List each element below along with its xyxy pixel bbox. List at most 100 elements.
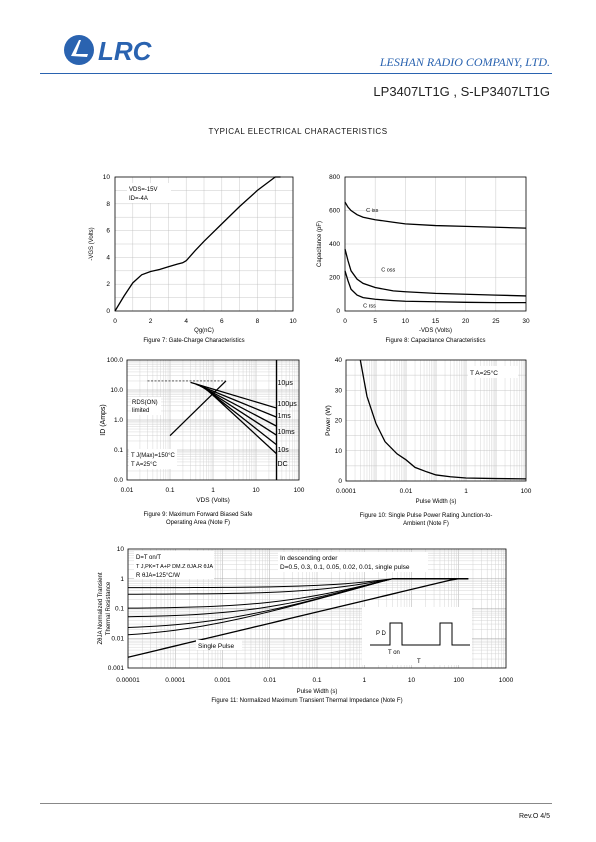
fig8-x-tick-label: 5 (373, 318, 377, 325)
lrc-logo: LRC (64, 35, 153, 66)
fig10-x-axis-label: Pulse Width (s) (416, 499, 457, 505)
fig7-x-tick-label: 0 (113, 318, 117, 325)
fig9-y-axis-label: ID (Amps) (100, 404, 107, 436)
fig9-plot-frame (126, 359, 300, 481)
fig7-y-tick-label: 0 (106, 308, 110, 315)
fig7-x-axis-label: Qg(nC) (194, 328, 214, 334)
fig11-single-pulse-line (127, 578, 469, 658)
fig9-annotation: T J(Max)=150°C (131, 453, 175, 459)
fig10-caption: Figure 10: Single Pulse Power Rating Jun… (360, 513, 493, 519)
fig7-y-tick-label: 4 (106, 254, 110, 261)
fig7-y-tick-label: 8 (106, 201, 110, 208)
fig9-y-tick-label: 0.1 (114, 447, 123, 454)
fig11-x-tick-label: 1000 (499, 677, 514, 684)
fig9-x-tick-label: 0.1 (165, 487, 174, 494)
fig9-caption: Figure 9: Maximum Forward Biased Safe (143, 512, 253, 518)
company-name: LESHAN RADIO COMPANY, LTD. (379, 55, 550, 69)
fig11-annotation: R θJA=125°C/W (136, 573, 180, 579)
fig11-plot-frame (127, 548, 507, 669)
fig11-x-tick-label: 1 (362, 677, 366, 684)
fig11-annotation: Single Pulse (198, 643, 235, 650)
section-title: TYPICAL ELECTRICAL CHARACTERISTICS (208, 127, 388, 136)
fig11-inset-pulse (370, 622, 470, 646)
fig11-y-tick-label: 1 (120, 576, 124, 583)
fig11-x-tick-label: 0.01 (263, 677, 276, 684)
fig11-inset-bg (362, 607, 472, 665)
fig11-x-tick-label: 0.1 (312, 677, 321, 684)
fig8-y-tick-label: 200 (329, 275, 340, 282)
fig7-annotation-bg (127, 183, 171, 203)
fig7-caption: Figure 7: Gate-Charge Characteristics (143, 338, 244, 344)
fig8-plot-frame (344, 176, 527, 312)
fig9-soa-line-1 (195, 383, 277, 418)
fig11-annotation-bg (278, 552, 428, 572)
fig9-y-tick-label: 1.0 (114, 417, 123, 424)
fig10-y-axis-label: Power (W) (325, 405, 332, 436)
fig10-caption: Ambient (Note F) (403, 521, 449, 527)
fig8-y-axis-label: Capacitance (pF) (317, 221, 323, 267)
fig9-soa-line-4 (205, 389, 277, 446)
fig11-duty-line-5 (127, 578, 469, 636)
fig10-x-tick-label: 1 (464, 488, 468, 495)
fig9-annotation: T A=25°C (131, 462, 157, 468)
fig10-line (359, 359, 527, 480)
fig9-line-label: 100μs (278, 401, 298, 408)
fig8-y-tick-label: 600 (329, 208, 340, 215)
fig9-x-axis-label: VDS (Volts) (196, 497, 230, 504)
fig7-annotation: VDS=-15V (129, 187, 158, 193)
fig7-y-tick-label: 6 (106, 228, 110, 235)
fig7-y-tick-label: 10 (103, 174, 111, 181)
fig9-y-tick-label: 100.0 (107, 357, 124, 364)
fig8-x-tick-label: 20 (462, 318, 470, 325)
fig9-x-tick-label: 10 (252, 487, 260, 494)
part-number: LP3407LT1G , S-LP3407LT1G (373, 84, 550, 99)
fig10-y-tick-label: 10 (335, 448, 343, 455)
fig8-x-tick-label: 15 (432, 318, 440, 325)
fig11-x-tick-label: 10 (408, 677, 416, 684)
fig9-soa-line-0 (190, 381, 277, 409)
fig11-caption: Figure 11: Normalized Maximum Transient … (211, 698, 402, 704)
fig9-rdson-line (169, 380, 227, 437)
fig10-x-tick-label: 0.0001 (336, 488, 356, 495)
fig7-x-tick-label: 10 (289, 318, 297, 325)
fig9-x-tick-label: 1 (211, 487, 215, 494)
fig8-series-label: C iss (366, 208, 378, 214)
fig11-x-tick-label: 0.0001 (165, 677, 185, 684)
fig11-inset-label: P D (376, 631, 387, 637)
fig10-annotation: T A=25°C (470, 369, 498, 377)
fig9-annotation: limited (132, 408, 149, 414)
fig10-y-tick-label: 30 (335, 387, 343, 394)
fig9-line-label: 10μs (278, 380, 294, 387)
fig8-line-2 (344, 270, 526, 304)
fig11-y-tick-label: 10 (117, 546, 125, 553)
fig10-y-tick-label: 20 (335, 418, 343, 425)
fig9-annotation-bg (131, 397, 161, 415)
fig9-x-tick-label: 0.01 (121, 487, 134, 494)
fig9-line-label: 1ms (278, 413, 292, 420)
fig9-caption: Operating Area (Note F) (166, 520, 230, 526)
fig11-y-tick-label: 0.1 (115, 606, 124, 613)
fig11-annotation: T J,PK=T A+P DM.Z θJA.R θJA (136, 564, 213, 570)
fig10-annotation-bg (468, 366, 518, 378)
fig7-y-tick-label: 2 (106, 281, 110, 288)
fig7-x-tick-label: 4 (184, 318, 188, 325)
fig9-line-label: 10ms (278, 429, 296, 436)
fig11-inset-label: T (417, 659, 421, 665)
fig11-x-axis-label: Pulse Width (s) (297, 689, 338, 695)
fig10-x-tick-label: 100 (521, 488, 532, 495)
fig9-annotation-bg (129, 449, 177, 469)
fig8-y-tick-label: 400 (329, 241, 340, 248)
fig11-x-tick-label: 0.00001 (116, 677, 140, 684)
fig9-soa-line-5 (208, 390, 277, 455)
fig11-y-tick-label: 0.01 (111, 635, 124, 642)
fig9-y-tick-label: 10.0 (110, 387, 123, 394)
fig11-x-tick-label: 100 (453, 677, 464, 684)
fig8-x-tick-label: 10 (402, 318, 410, 325)
fig8-caption: Figure 8: Capacitance Characteristics (385, 338, 485, 344)
fig7-y-axis-label: -VGS (Volts) (89, 227, 95, 260)
fig7-annotation: ID=-4A (129, 196, 148, 202)
fig7-x-tick-label: 8 (256, 318, 260, 325)
logo-text: LRC (98, 36, 153, 66)
fig9-soa-line-3 (203, 387, 277, 436)
